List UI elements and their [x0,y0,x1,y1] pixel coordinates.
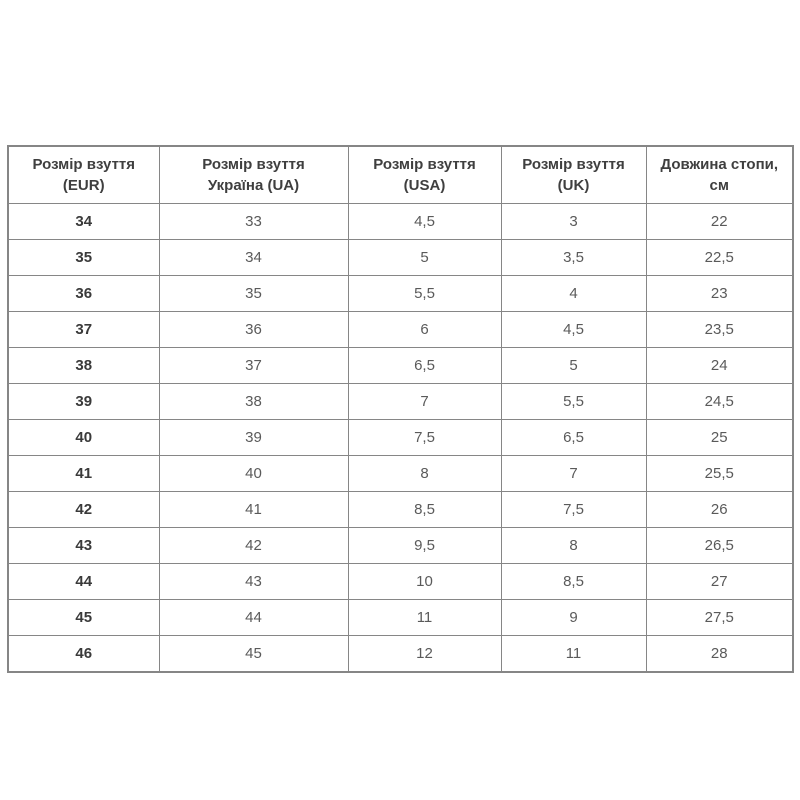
header-eur-line2: (EUR) [62,177,105,194]
table-cell: 3 [500,203,647,240]
table-cell: 22,5 [645,239,794,276]
table-cell: 5 [347,239,502,276]
shoe-size-table: Розмір взуття (EUR) Розмір взуття Україн… [7,145,794,673]
table-cell: 5,5 [500,383,647,420]
table-cell: 24 [645,347,794,384]
table-cell: 23 [645,275,794,312]
table-cell: 26,5 [645,527,794,564]
table-row: 38 37 6,5 5 24 [7,347,794,384]
header-uk-line1: Розмір взуття [522,156,625,173]
table-cell: 43 [158,563,349,600]
cell-eur-size: 39 [7,383,160,420]
table-cell: 4,5 [500,311,647,348]
size-chart-container: Розмір взуття (EUR) Розмір взуття Україн… [7,145,794,673]
header-ua-line1: Розмір взуття [202,156,305,173]
table-cell: 22 [645,203,794,240]
header-foot-length-line1: Довжина стопи, [660,156,779,173]
table-row: 37 36 6 4,5 23,5 [7,311,794,348]
cell-eur-size: 44 [7,563,160,600]
table-cell: 35 [158,275,349,312]
header-uk: Розмір взуття (UK) [500,145,647,204]
header-eur: Розмір взуття (EUR) [7,145,160,204]
table-row: 40 39 7,5 6,5 25 [7,419,794,456]
table-cell: 40 [158,455,349,492]
table-cell: 12 [347,635,502,673]
table-cell: 7 [347,383,502,420]
table-cell: 34 [158,239,349,276]
table-cell: 7,5 [500,491,647,528]
table-cell: 3,5 [500,239,647,276]
table-row: 34 33 4,5 3 22 [7,203,794,240]
table-row: 43 42 9,5 8 26,5 [7,527,794,564]
table-cell: 25 [645,419,794,456]
cell-eur-size: 41 [7,455,160,492]
table-row: 39 38 7 5,5 24,5 [7,383,794,420]
header-foot-length-line2: см [709,177,729,194]
table-cell: 39 [158,419,349,456]
table-row: 41 40 8 7 25,5 [7,455,794,492]
header-usa-line1: Розмір взуття [373,156,476,173]
cell-eur-size: 45 [7,599,160,636]
table-cell: 33 [158,203,349,240]
table-cell: 45 [158,635,349,673]
size-table-header: Розмір взуття (EUR) Розмір взуття Україн… [7,145,794,204]
cell-eur-size: 38 [7,347,160,384]
header-uk-line2: (UK) [557,177,590,194]
cell-eur-size: 42 [7,491,160,528]
table-row: 44 43 10 8,5 27 [7,563,794,600]
table-cell: 7 [500,455,647,492]
table-cell: 25,5 [645,455,794,492]
table-row: 45 44 11 9 27,5 [7,599,794,636]
cell-eur-size: 37 [7,311,160,348]
table-row: 46 45 12 11 28 [7,635,794,673]
header-ua-line2: Україна (UA) [207,177,300,194]
cell-eur-size: 36 [7,275,160,312]
table-cell: 5,5 [347,275,502,312]
cell-eur-size: 46 [7,635,160,673]
table-cell: 36 [158,311,349,348]
table-cell: 6,5 [500,419,647,456]
cell-eur-size: 43 [7,527,160,564]
table-row: 35 34 5 3,5 22,5 [7,239,794,276]
table-cell: 10 [347,563,502,600]
header-row: Розмір взуття (EUR) Розмір взуття Україн… [7,145,794,204]
header-ua: Розмір взуття Україна (UA) [158,145,349,204]
table-cell: 38 [158,383,349,420]
table-cell: 41 [158,491,349,528]
table-cell: 11 [500,635,647,673]
table-cell: 9,5 [347,527,502,564]
table-cell: 27,5 [645,599,794,636]
header-foot-length: Довжина стопи, см [645,145,794,204]
table-cell: 11 [347,599,502,636]
table-cell: 28 [645,635,794,673]
cell-eur-size: 35 [7,239,160,276]
table-cell: 44 [158,599,349,636]
table-cell: 6 [347,311,502,348]
table-cell: 6,5 [347,347,502,384]
table-row: 36 35 5,5 4 23 [7,275,794,312]
table-row: 42 41 8,5 7,5 26 [7,491,794,528]
table-cell: 8 [347,455,502,492]
table-cell: 8,5 [500,563,647,600]
table-cell: 42 [158,527,349,564]
size-table-body: 34 33 4,5 3 22 35 34 5 3,5 22,5 36 35 5,5 4 23 37 36 6 4,5… [7,203,794,673]
table-cell: 9 [500,599,647,636]
table-cell: 24,5 [645,383,794,420]
cell-eur-size: 40 [7,419,160,456]
table-cell: 5 [500,347,647,384]
table-cell: 4 [500,275,647,312]
table-cell: 27 [645,563,794,600]
table-cell: 23,5 [645,311,794,348]
header-usa: Розмір взуття (USA) [347,145,502,204]
cell-eur-size: 34 [7,203,160,240]
table-cell: 37 [158,347,349,384]
table-cell: 26 [645,491,794,528]
table-cell: 7,5 [347,419,502,456]
header-eur-line1: Розмір взуття [32,156,136,173]
table-cell: 4,5 [347,203,502,240]
table-cell: 8,5 [347,491,502,528]
header-usa-line2: (USA) [403,177,446,194]
table-cell: 8 [500,527,647,564]
